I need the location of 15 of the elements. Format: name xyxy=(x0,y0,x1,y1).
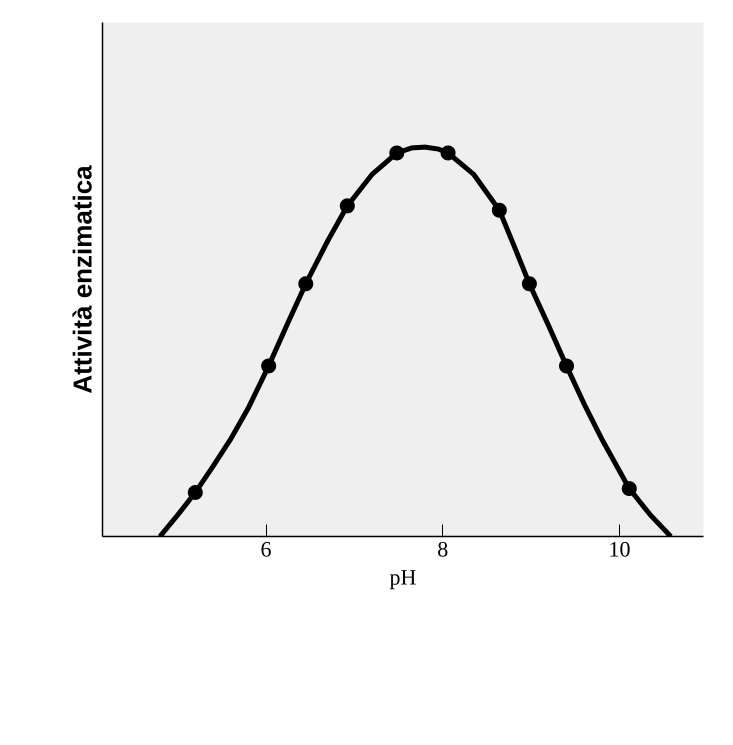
point xyxy=(389,145,404,160)
point xyxy=(340,198,355,214)
point xyxy=(261,358,276,374)
point xyxy=(622,481,637,496)
x-tick-label: 6 xyxy=(260,536,272,562)
x-tick-label: 10 xyxy=(608,536,631,562)
x-axis-title: pH xyxy=(390,564,417,590)
point xyxy=(559,358,574,374)
point xyxy=(440,145,456,160)
point xyxy=(492,202,507,218)
point xyxy=(188,485,203,500)
y-axis-title: Attività enzimatica xyxy=(68,164,98,394)
point xyxy=(522,276,537,292)
point xyxy=(298,276,314,292)
x-tick-label: 8 xyxy=(437,536,448,562)
